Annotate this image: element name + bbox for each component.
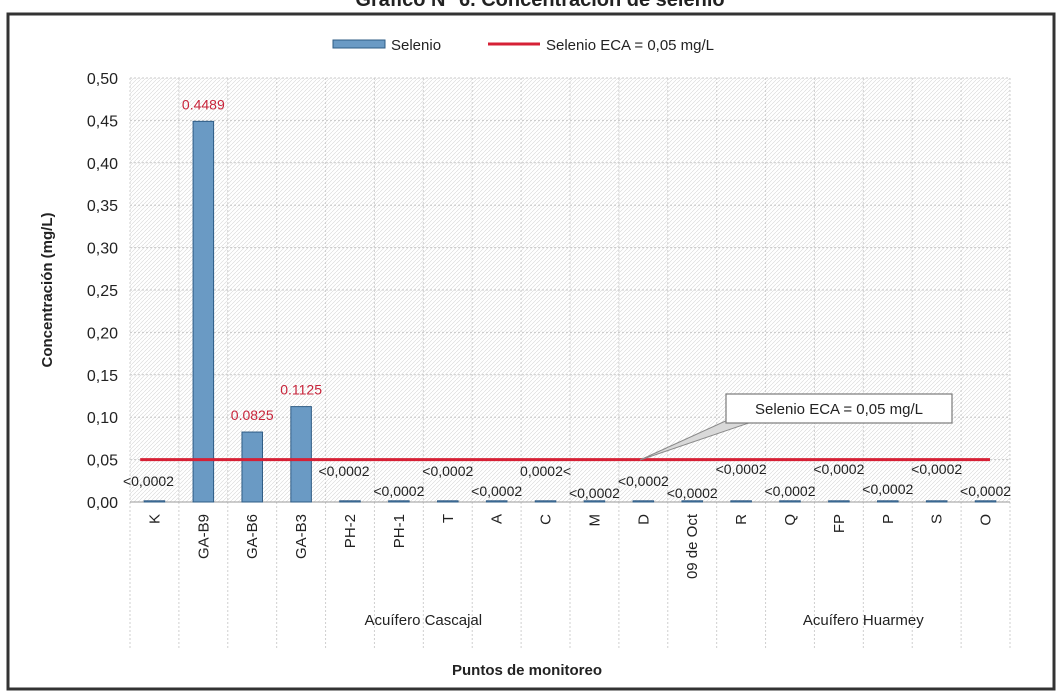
bar (534, 500, 557, 503)
x-tick-label: K (146, 514, 163, 524)
data-label: <0,0002 (716, 461, 767, 477)
bar (192, 120, 215, 503)
data-labels: <0,00020.44890.08250.1125<0,0002<0,0002<… (123, 96, 1011, 501)
group-labels: Acuífero Cascajal Acuífero Huarmey (365, 612, 925, 629)
x-tick-label: A (489, 514, 506, 524)
x-tick-label: Q (782, 514, 799, 526)
legend-bar-swatch (332, 39, 386, 49)
legend: Selenio Selenio ECA = 0,05 mg/L (332, 37, 714, 54)
bar (877, 500, 899, 503)
x-tick-label: 09 de Oct (684, 513, 701, 579)
bar (437, 500, 459, 503)
y-tick-label: 0,35 (87, 198, 118, 215)
eca-callout: Selenio ECA = 0,05 mg/L (639, 393, 953, 461)
y-tick-label: 0,25 (87, 283, 118, 300)
bar (241, 431, 263, 503)
chart-title: Gráfico N° 6. Concentración de selenio (355, 0, 724, 11)
bar (485, 500, 508, 503)
data-label: <0,0002 (862, 481, 913, 497)
y-tick-label: 0,20 (87, 325, 118, 342)
x-tick-label: P (880, 514, 897, 524)
x-tick-label: M (586, 514, 603, 527)
data-label: <0,0002 (765, 483, 816, 499)
data-label: 0.1125 (280, 382, 322, 398)
callout-text: Selenio ECA = 0,05 mg/L (755, 401, 923, 418)
data-label: <0,0002 (373, 483, 424, 499)
y-tick-label: 0,50 (87, 71, 118, 88)
data-label: <0,0002 (960, 483, 1011, 499)
data-label: <0,0002 (422, 463, 473, 479)
x-tick-label: R (733, 514, 750, 525)
x-tick-label: O (978, 514, 995, 526)
y-axis-ticks: 0,00 0,05 0,10 0,15 0,20 0,25 0,30 0,35 0,40 0,45… (87, 71, 118, 512)
bar (925, 500, 948, 503)
data-label: 0.4489 (182, 96, 225, 112)
bars (143, 120, 997, 503)
legend-bar-label: Selenio (391, 37, 441, 54)
bar (779, 500, 801, 503)
data-label: <0,0002 (618, 473, 669, 489)
legend-line-label: Selenio ECA = 0,05 mg/L (546, 37, 714, 54)
x-tick-label: GA-B6 (244, 514, 261, 559)
y-tick-label: 0,40 (87, 156, 118, 173)
data-label: <0,0002 (471, 483, 522, 499)
bar (388, 500, 410, 503)
y-axis-title: Concentración (mg/L) (39, 212, 56, 367)
bar (290, 406, 312, 503)
x-tick-label: S (929, 514, 946, 524)
data-label: <0,0002 (569, 485, 620, 501)
data-label: 0,0002< (520, 463, 571, 479)
x-tick-label: GA-B9 (195, 514, 212, 559)
y-tick-label: 0,00 (87, 495, 118, 512)
data-label: <0,0002 (123, 473, 174, 489)
bar (681, 500, 703, 503)
y-tick-label: 0,45 (87, 113, 118, 130)
y-tick-label: 0,15 (87, 368, 118, 385)
group-label: Acuífero Cascajal (365, 612, 483, 629)
data-label: <0,0002 (911, 461, 962, 477)
group-label: Acuífero Huarmey (803, 612, 924, 629)
x-tick-label: T (440, 514, 457, 523)
bar (828, 500, 850, 503)
data-label: <0,0002 (319, 463, 370, 479)
x-tick-label: PH-1 (391, 514, 408, 548)
data-label: <0,0002 (813, 461, 864, 477)
bar (632, 500, 655, 503)
data-label: 0.0825 (231, 407, 274, 423)
y-tick-label: 0,10 (87, 410, 118, 427)
grid (129, 77, 1011, 650)
x-tick-label: PH-2 (342, 514, 359, 548)
bar (730, 500, 752, 503)
x-tick-label: GA-B3 (293, 514, 310, 559)
bar (339, 500, 361, 503)
x-tick-label: C (538, 514, 555, 525)
bar (583, 500, 606, 503)
bar (974, 500, 997, 503)
x-axis-title: Puntos de monitoreo (452, 662, 602, 679)
y-tick-label: 0,30 (87, 241, 118, 258)
x-tick-label: FP (831, 514, 848, 533)
bar (143, 500, 166, 503)
callout-box (725, 393, 953, 424)
x-axis-ticks: K GA-B9 GA-B6 GA-B3 PH-2 PH-1 T A C M D 09 de Oct R Q… (146, 513, 994, 579)
data-label: <0,0002 (667, 485, 718, 501)
x-tick-label: D (635, 514, 652, 525)
y-tick-label: 0,05 (87, 453, 118, 470)
